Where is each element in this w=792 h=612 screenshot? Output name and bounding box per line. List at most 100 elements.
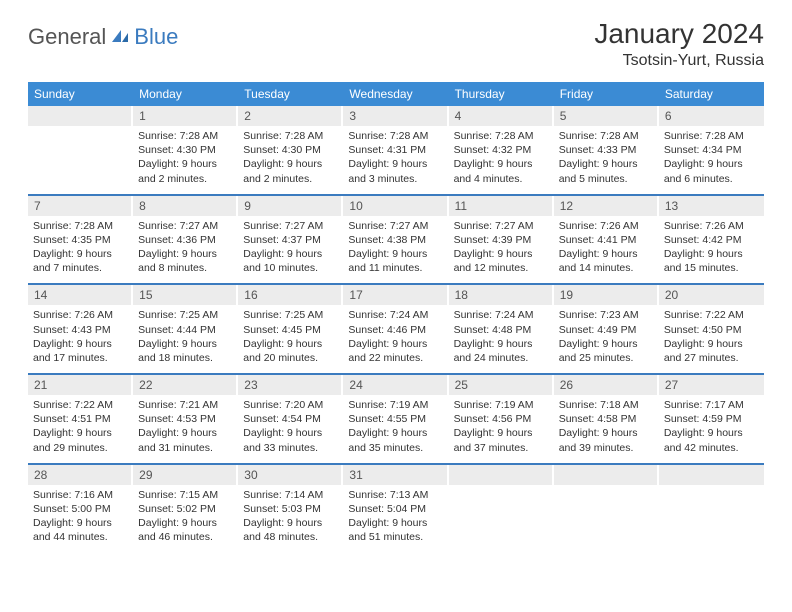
calendar-cell: 27Sunrise: 7:17 AMSunset: 4:59 PMDayligh… [659,374,764,464]
sunset-text: Sunset: 4:42 PM [664,233,759,247]
day-number: 3 [343,106,448,126]
day-number: 4 [449,106,554,126]
weekday-header: Friday [554,82,659,106]
day-number: 6 [659,106,764,126]
daylight-text: Daylight: 9 hours and 46 minutes. [138,516,233,544]
calendar-cell: 22Sunrise: 7:21 AMSunset: 4:53 PMDayligh… [133,374,238,464]
calendar-cell: 3Sunrise: 7:28 AMSunset: 4:31 PMDaylight… [343,106,448,195]
calendar-cell: 13Sunrise: 7:26 AMSunset: 4:42 PMDayligh… [659,195,764,285]
sunrise-text: Sunrise: 7:15 AM [138,488,233,502]
day-number: 25 [449,375,554,395]
day-number [659,465,764,485]
day-number: 5 [554,106,659,126]
day-number: 19 [554,285,659,305]
day-number: 27 [659,375,764,395]
sunrise-text: Sunrise: 7:25 AM [243,308,338,322]
sunset-text: Sunset: 4:59 PM [664,412,759,426]
sunset-text: Sunset: 4:30 PM [243,143,338,157]
day-details: Sunrise: 7:28 AMSunset: 4:33 PMDaylight:… [554,126,659,194]
daylight-text: Daylight: 9 hours and 37 minutes. [454,426,549,454]
daylight-text: Daylight: 9 hours and 39 minutes. [559,426,654,454]
sunset-text: Sunset: 4:50 PM [664,323,759,337]
sunrise-text: Sunrise: 7:24 AM [454,308,549,322]
calendar-cell: 1Sunrise: 7:28 AMSunset: 4:30 PMDaylight… [133,106,238,195]
daylight-text: Daylight: 9 hours and 27 minutes. [664,337,759,365]
sunrise-text: Sunrise: 7:24 AM [348,308,443,322]
day-number: 29 [133,465,238,485]
sunrise-text: Sunrise: 7:22 AM [33,398,128,412]
day-details: Sunrise: 7:27 AMSunset: 4:36 PMDaylight:… [133,216,238,284]
day-number: 20 [659,285,764,305]
day-details: Sunrise: 7:22 AMSunset: 4:51 PMDaylight:… [28,395,133,463]
day-details: Sunrise: 7:26 AMSunset: 4:41 PMDaylight:… [554,216,659,284]
sunrise-text: Sunrise: 7:27 AM [348,219,443,233]
day-details: Sunrise: 7:27 AMSunset: 4:39 PMDaylight:… [449,216,554,284]
daylight-text: Daylight: 9 hours and 42 minutes. [664,426,759,454]
daylight-text: Daylight: 9 hours and 25 minutes. [559,337,654,365]
daylight-text: Daylight: 9 hours and 15 minutes. [664,247,759,275]
calendar-cell: 16Sunrise: 7:25 AMSunset: 4:45 PMDayligh… [238,284,343,374]
logo-text-blue: Blue [134,24,178,50]
sunrise-text: Sunrise: 7:23 AM [559,308,654,322]
day-details: Sunrise: 7:17 AMSunset: 4:59 PMDaylight:… [659,395,764,463]
daylight-text: Daylight: 9 hours and 12 minutes. [454,247,549,275]
calendar-cell: 31Sunrise: 7:13 AMSunset: 5:04 PMDayligh… [343,464,448,553]
daylight-text: Daylight: 9 hours and 5 minutes. [559,157,654,185]
day-number: 8 [133,196,238,216]
daylight-text: Daylight: 9 hours and 2 minutes. [138,157,233,185]
sunrise-text: Sunrise: 7:28 AM [138,129,233,143]
calendar-cell: 10Sunrise: 7:27 AMSunset: 4:38 PMDayligh… [343,195,448,285]
daylight-text: Daylight: 9 hours and 51 minutes. [348,516,443,544]
weekday-header: Sunday [28,82,133,106]
calendar-cell: 17Sunrise: 7:24 AMSunset: 4:46 PMDayligh… [343,284,448,374]
weekday-header: Monday [133,82,238,106]
daylight-text: Daylight: 9 hours and 20 minutes. [243,337,338,365]
day-number: 2 [238,106,343,126]
daylight-text: Daylight: 9 hours and 31 minutes. [138,426,233,454]
calendar-week-row: 7Sunrise: 7:28 AMSunset: 4:35 PMDaylight… [28,195,764,285]
daylight-text: Daylight: 9 hours and 11 minutes. [348,247,443,275]
sunrise-text: Sunrise: 7:25 AM [138,308,233,322]
daylight-text: Daylight: 9 hours and 7 minutes. [33,247,128,275]
daylight-text: Daylight: 9 hours and 29 minutes. [33,426,128,454]
calendar-week-row: 28Sunrise: 7:16 AMSunset: 5:00 PMDayligh… [28,464,764,553]
sunset-text: Sunset: 4:46 PM [348,323,443,337]
day-details: Sunrise: 7:28 AMSunset: 4:30 PMDaylight:… [238,126,343,194]
weekday-header: Tuesday [238,82,343,106]
calendar-cell [449,464,554,553]
calendar-cell: 18Sunrise: 7:24 AMSunset: 4:48 PMDayligh… [449,284,554,374]
daylight-text: Daylight: 9 hours and 4 minutes. [454,157,549,185]
day-details: Sunrise: 7:23 AMSunset: 4:49 PMDaylight:… [554,305,659,373]
day-details: Sunrise: 7:28 AMSunset: 4:30 PMDaylight:… [133,126,238,194]
day-details: Sunrise: 7:20 AMSunset: 4:54 PMDaylight:… [238,395,343,463]
day-number: 30 [238,465,343,485]
logo: General Blue [28,24,178,50]
sunset-text: Sunset: 4:36 PM [138,233,233,247]
header: General Blue January 2024 Tsotsin-Yurt, … [28,18,764,70]
day-details: Sunrise: 7:27 AMSunset: 4:38 PMDaylight:… [343,216,448,284]
sunrise-text: Sunrise: 7:27 AM [138,219,233,233]
day-details: Sunrise: 7:16 AMSunset: 5:00 PMDaylight:… [28,485,133,553]
sunrise-text: Sunrise: 7:13 AM [348,488,443,502]
sunset-text: Sunset: 4:54 PM [243,412,338,426]
sunset-text: Sunset: 4:51 PM [33,412,128,426]
daylight-text: Daylight: 9 hours and 10 minutes. [243,247,338,275]
day-details: Sunrise: 7:13 AMSunset: 5:04 PMDaylight:… [343,485,448,553]
day-details: Sunrise: 7:22 AMSunset: 4:50 PMDaylight:… [659,305,764,373]
calendar-week-row: 1Sunrise: 7:28 AMSunset: 4:30 PMDaylight… [28,106,764,195]
sunrise-text: Sunrise: 7:28 AM [559,129,654,143]
weekday-header-row: Sunday Monday Tuesday Wednesday Thursday… [28,82,764,106]
sunset-text: Sunset: 4:49 PM [559,323,654,337]
calendar-cell: 15Sunrise: 7:25 AMSunset: 4:44 PMDayligh… [133,284,238,374]
calendar-cell: 28Sunrise: 7:16 AMSunset: 5:00 PMDayligh… [28,464,133,553]
day-number [554,465,659,485]
sunrise-text: Sunrise: 7:19 AM [454,398,549,412]
sunrise-text: Sunrise: 7:27 AM [243,219,338,233]
sunset-text: Sunset: 4:37 PM [243,233,338,247]
sunrise-text: Sunrise: 7:14 AM [243,488,338,502]
calendar-cell: 23Sunrise: 7:20 AMSunset: 4:54 PMDayligh… [238,374,343,464]
sunrise-text: Sunrise: 7:19 AM [348,398,443,412]
daylight-text: Daylight: 9 hours and 33 minutes. [243,426,338,454]
day-details: Sunrise: 7:25 AMSunset: 4:44 PMDaylight:… [133,305,238,373]
location: Tsotsin-Yurt, Russia [594,52,764,70]
